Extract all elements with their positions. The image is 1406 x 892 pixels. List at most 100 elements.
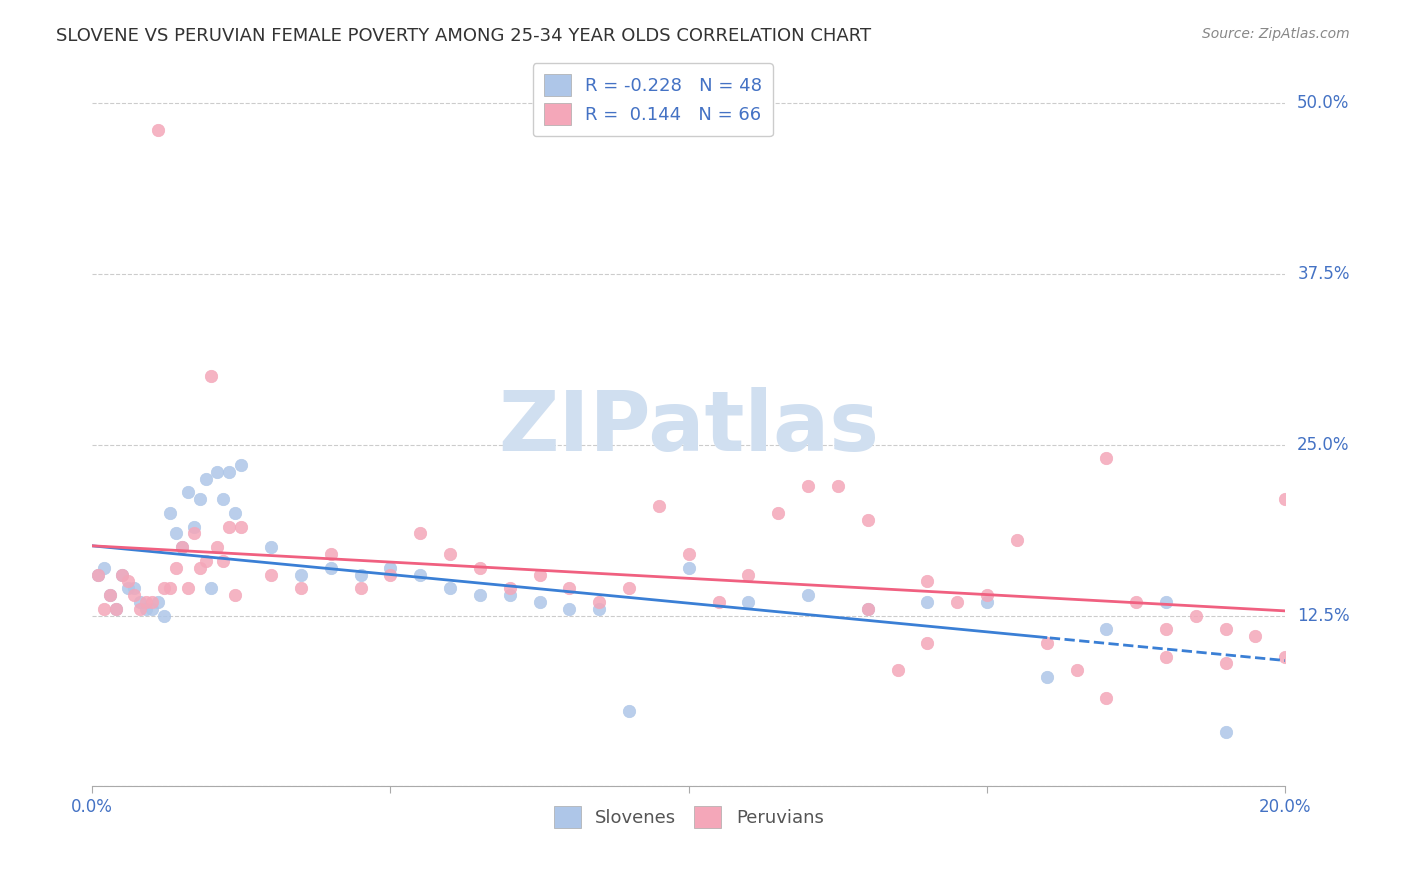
Point (98, 588, 121, 602)
Point (1125, 595, 1147, 609)
Point (617, 581, 640, 595)
Point (194, 472, 217, 486)
Point (207, 465, 229, 479)
Point (529, 567, 551, 582)
Text: 50.0%: 50.0% (1298, 94, 1350, 112)
Point (499, 588, 522, 602)
Point (290, 581, 312, 595)
Point (224, 506, 246, 520)
Point (212, 554, 235, 568)
Point (380, 560, 402, 574)
Point (737, 595, 759, 609)
Point (319, 547, 342, 561)
Point (188, 492, 211, 507)
Point (218, 519, 240, 533)
Point (152, 608, 174, 623)
Point (1215, 657, 1237, 671)
Point (468, 588, 491, 602)
Point (439, 581, 461, 595)
Text: SLOVENE VS PERUVIAN FEMALE POVERTY AMONG 25-34 YEAR OLDS CORRELATION CHART: SLOVENE VS PERUVIAN FEMALE POVERTY AMONG… (56, 27, 872, 45)
Point (212, 492, 235, 507)
Point (122, 588, 145, 602)
Point (111, 567, 134, 582)
Point (380, 567, 402, 582)
Point (146, 595, 169, 609)
Point (105, 601, 128, 615)
Point (183, 519, 205, 533)
Point (93, 601, 115, 615)
Point (129, 595, 152, 609)
Point (319, 560, 342, 574)
Point (1095, 690, 1118, 705)
Point (218, 465, 240, 479)
Point (409, 526, 432, 541)
Point (976, 588, 998, 602)
Point (856, 601, 879, 615)
Point (678, 560, 700, 574)
Text: 12.5%: 12.5% (1298, 607, 1350, 624)
Point (87, 567, 110, 582)
Point (176, 581, 198, 595)
Point (946, 595, 969, 609)
Point (827, 478, 849, 492)
Point (1154, 649, 1177, 664)
Point (529, 595, 551, 609)
Point (1095, 622, 1118, 636)
Text: ZIPatlas: ZIPatlas (498, 387, 879, 468)
Text: Source: ZipAtlas.com: Source: ZipAtlas.com (1202, 27, 1350, 41)
Point (558, 601, 581, 615)
Point (1005, 533, 1028, 548)
Point (349, 581, 371, 595)
Point (200, 581, 222, 595)
Point (917, 595, 939, 609)
Point (165, 560, 187, 574)
Point (499, 581, 522, 595)
Point (87, 567, 110, 582)
Point (617, 704, 640, 718)
Point (152, 581, 174, 595)
Point (105, 601, 128, 615)
Point (1215, 622, 1237, 636)
Point (159, 581, 181, 595)
Point (141, 601, 163, 615)
Point (200, 369, 222, 384)
Point (194, 554, 217, 568)
Text: 37.5%: 37.5% (1298, 265, 1350, 283)
Point (129, 601, 152, 615)
Point (1035, 670, 1057, 684)
Point (188, 560, 211, 574)
Point (558, 581, 581, 595)
Point (797, 588, 820, 602)
Point (1274, 492, 1296, 507)
Point (224, 588, 246, 602)
Point (117, 574, 139, 589)
Point (588, 601, 610, 615)
Point (231, 519, 253, 533)
Point (1244, 629, 1267, 643)
Point (917, 636, 939, 650)
Legend: Slovenes, Peruvians: Slovenes, Peruvians (547, 798, 831, 835)
Point (349, 567, 371, 582)
Point (146, 123, 169, 137)
Point (1035, 636, 1057, 650)
Point (917, 574, 939, 589)
Point (170, 540, 193, 554)
Point (468, 560, 491, 574)
Point (588, 595, 610, 609)
Point (409, 567, 432, 582)
Point (165, 526, 187, 541)
Point (1154, 622, 1177, 636)
Point (1185, 608, 1208, 623)
Text: 25.0%: 25.0% (1298, 435, 1350, 454)
Point (707, 595, 730, 609)
Point (231, 458, 253, 472)
Point (1215, 724, 1237, 739)
Point (135, 595, 157, 609)
Point (737, 567, 759, 582)
Point (648, 499, 671, 513)
Point (856, 601, 879, 615)
Point (768, 506, 790, 520)
Point (1274, 649, 1296, 664)
Point (98, 588, 121, 602)
Point (93, 560, 115, 574)
